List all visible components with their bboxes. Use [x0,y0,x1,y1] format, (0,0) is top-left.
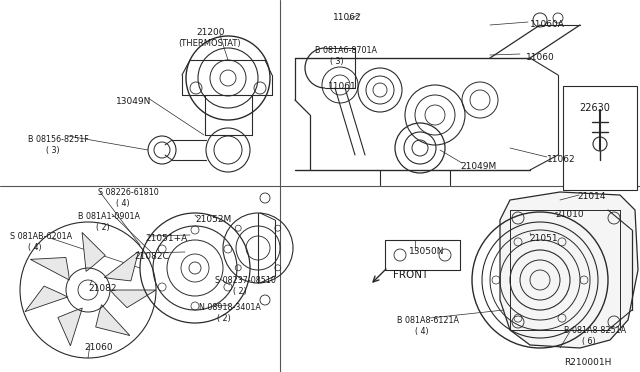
Text: 21049M: 21049M [460,162,496,171]
Text: ( 2): ( 2) [217,314,231,323]
Text: R210001H: R210001H [564,358,611,367]
Text: 13050N: 13050N [409,247,445,256]
Polygon shape [30,257,69,280]
Text: 11062: 11062 [333,13,362,22]
Text: S 08237-08510: S 08237-08510 [215,276,276,285]
Text: 21082: 21082 [88,284,116,293]
Text: 21052M: 21052M [195,215,231,224]
Text: 11060: 11060 [526,53,555,62]
Text: 21200: 21200 [196,28,225,37]
Polygon shape [104,251,138,281]
Text: (THERMOSTAT): (THERMOSTAT) [178,39,241,48]
Text: ( 3): ( 3) [330,57,344,66]
Text: ( 2): ( 2) [233,287,247,296]
Text: 22630: 22630 [579,103,610,113]
Polygon shape [25,286,68,312]
Text: B 081A8-8251A: B 081A8-8251A [564,326,626,335]
Polygon shape [82,232,105,271]
Polygon shape [58,308,83,346]
Polygon shape [500,192,638,348]
Text: B 081A1-0901A: B 081A1-0901A [78,212,140,221]
Text: ( 3): ( 3) [46,146,60,155]
Text: B 08156-8251F: B 08156-8251F [28,135,89,144]
Text: S 08226-61810: S 08226-61810 [98,188,159,197]
Text: 21051: 21051 [529,234,557,243]
Text: B 081A8-6121A: B 081A8-6121A [397,316,459,325]
Text: 21051+A: 21051+A [145,234,188,243]
Text: 11062: 11062 [547,155,575,164]
Text: 21082C: 21082C [134,252,169,261]
Text: 11060A: 11060A [530,20,565,29]
Text: ( 6): ( 6) [582,337,596,346]
Text: FRONT: FRONT [393,270,428,280]
Text: ( 4): ( 4) [28,243,42,252]
Text: 21010: 21010 [555,210,584,219]
Text: 21060: 21060 [84,343,113,352]
Text: ( 4): ( 4) [415,327,429,336]
Text: S 081AB-6201A: S 081AB-6201A [10,232,72,241]
Text: N 08918-3401A: N 08918-3401A [199,303,261,312]
Text: 13049N: 13049N [116,97,152,106]
Text: 21014: 21014 [577,192,605,201]
Bar [563,86,637,190]
Text: ( 4): ( 4) [116,199,130,208]
Text: ( 2): ( 2) [96,223,109,232]
Text: B 081A6-8701A: B 081A6-8701A [315,46,377,55]
Polygon shape [110,290,156,308]
Text: 11061: 11061 [328,82,356,91]
Polygon shape [95,305,130,336]
